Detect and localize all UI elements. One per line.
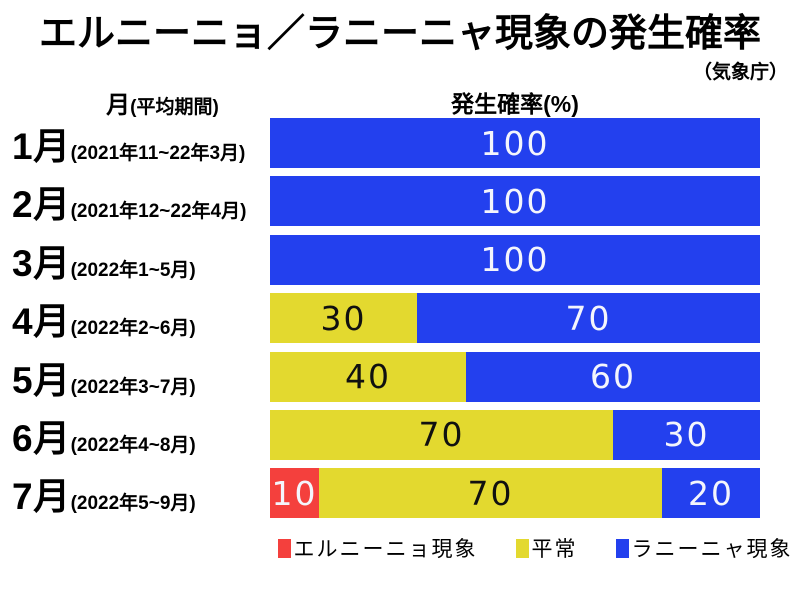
- stacked-bar: 10 70 20: [270, 468, 760, 519]
- legend-swatch-elnino-icon: [277, 538, 291, 558]
- chart-row: 6月 (2022年4~8月) 70 30: [0, 408, 800, 462]
- month-label: 1月: [12, 126, 71, 167]
- month-label: 4月: [12, 301, 71, 343]
- chart-title: エルニーニョ／ラニーニャ現象の発生確率: [38, 13, 761, 55]
- bar-value-label: 70: [418, 415, 465, 455]
- bar-value-label: 70: [565, 298, 612, 338]
- bar-segment-lanina: 30: [613, 409, 760, 460]
- legend-swatch-lanina-icon: [615, 538, 629, 558]
- period-label: (2021年12~22年4月): [70, 201, 247, 223]
- legend-label: 平常: [531, 537, 578, 561]
- period-label: (2021年11~22年3月): [70, 143, 246, 164]
- bar-segment-lanina: 70: [417, 293, 760, 344]
- bar-value-label: 60: [590, 357, 636, 397]
- legend-item-lanina: ラニーニャ現象: [615, 533, 793, 563]
- bar-segment-normal: 40: [270, 351, 466, 402]
- chart-row: 7月 (2022年5~9月) 10 70 20: [0, 466, 800, 520]
- probability-column-header: 発生確率(%): [451, 91, 579, 117]
- row-label: 4月 (2022年2~6月): [0, 291, 270, 345]
- legend-item-elnino: エルニーニョ現象: [277, 533, 478, 563]
- period-label: (2022年3~7月): [70, 376, 196, 398]
- bar-value-label: 30: [320, 298, 367, 338]
- stacked-bar: 40 60: [270, 351, 760, 402]
- chart-row: 4月 (2022年2~6月) 30 70: [0, 291, 800, 345]
- stacked-bar: 30 70: [270, 293, 760, 344]
- month-period-header-label: (平均期間): [130, 97, 219, 118]
- stacked-bar: 100: [270, 176, 760, 227]
- bar-value-label: 100: [480, 181, 550, 221]
- legend: エルニーニョ現象 平常 ラニーニャ現象: [270, 533, 800, 563]
- source-attribution: （気象庁）: [692, 62, 788, 83]
- bar-value-label: 30: [663, 415, 710, 455]
- bar-segment-normal: 70: [319, 468, 662, 519]
- legend-item-normal: 平常: [515, 533, 578, 563]
- chart-row: 3月 (2022年1~5月) 100: [0, 233, 800, 287]
- bar-segment-lanina: 60: [466, 351, 760, 402]
- period-label: (2022年4~8月): [70, 434, 196, 456]
- bar-value-label: 100: [480, 240, 550, 280]
- stacked-bar: 100: [270, 118, 760, 168]
- bar-value-label: 40: [345, 357, 391, 397]
- chart-row: 5月 (2022年3~7月) 40 60: [0, 350, 800, 404]
- month-column-header: 月(平均期間): [30, 85, 295, 120]
- stacked-bar: 100: [270, 234, 760, 285]
- month-label: 7月: [12, 476, 71, 518]
- row-label: 2月 (2021年12~22年4月): [0, 174, 270, 228]
- chart-row: 1月 (2021年11~22年3月) 100: [0, 118, 800, 168]
- legend-label: ラニーニャ現象: [631, 537, 793, 561]
- legend-swatch-normal-icon: [515, 538, 529, 558]
- period-label: (2022年2~6月): [70, 318, 196, 340]
- month-label: 3月: [12, 242, 71, 284]
- chart-row: 2月 (2021年12~22年4月) 100: [0, 174, 800, 228]
- bar-segment-lanina: 100: [270, 176, 760, 227]
- period-label: (2022年1~5月): [70, 259, 196, 281]
- bar-value-label: 20: [688, 473, 734, 513]
- bar-value-label: 70: [467, 473, 514, 513]
- bar-chart: 1月 (2021年11~22年3月) 100 2月 (2021年12~22年4月) …: [0, 118, 800, 527]
- stacked-bar: 70 30: [270, 409, 760, 460]
- row-label: 5月 (2022年3~7月): [0, 350, 270, 404]
- row-label: 7月 (2022年5~9月): [0, 466, 270, 520]
- bar-value-label: 10: [271, 473, 318, 513]
- month-label: 6月: [12, 417, 71, 459]
- bar-segment-lanina: 20: [662, 468, 760, 519]
- row-label: 3月 (2022年1~5月): [0, 233, 270, 287]
- bar-segment-normal: 30: [270, 293, 417, 344]
- legend-label: エルニーニョ現象: [293, 537, 478, 561]
- month-label: 5月: [12, 359, 71, 401]
- row-label: 1月 (2021年11~22年3月): [0, 116, 270, 170]
- bar-segment-normal: 70: [270, 409, 613, 460]
- period-label: (2022年5~9月): [70, 493, 196, 515]
- month-header-label: 月: [106, 92, 131, 119]
- bar-value-label: 100: [480, 123, 550, 163]
- bar-segment-lanina: 100: [270, 234, 760, 285]
- row-label: 6月 (2022年4~8月): [0, 408, 270, 462]
- month-label: 2月: [12, 184, 71, 226]
- bar-segment-lanina: 100: [270, 118, 760, 168]
- bar-segment-elnino: 10: [270, 468, 319, 519]
